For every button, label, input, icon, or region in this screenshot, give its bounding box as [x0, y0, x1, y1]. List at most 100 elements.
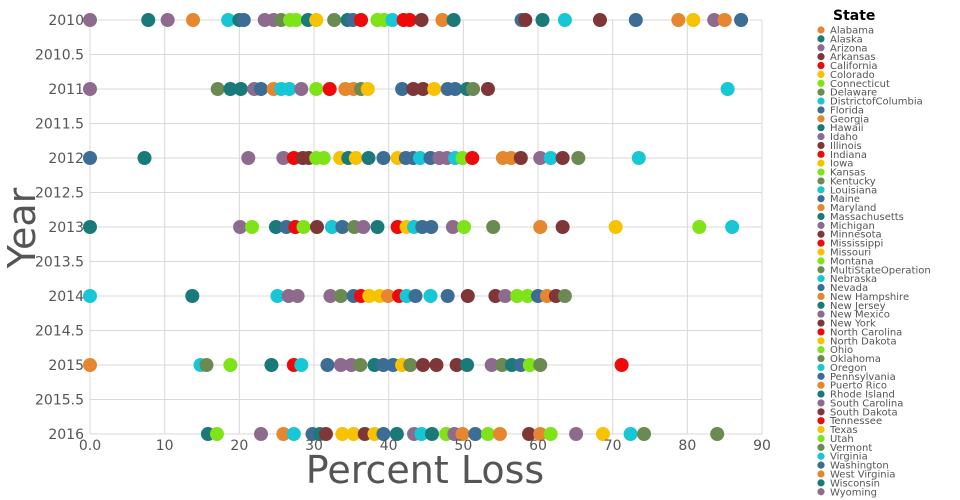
legend-swatch [817, 221, 825, 229]
data-point-2016 [318, 427, 333, 441]
data-point-2014 [290, 289, 305, 303]
x-tick-label: 20 [230, 438, 248, 454]
y-tick-label: 2015 [48, 358, 84, 374]
data-point-2016 [424, 427, 439, 441]
data-point-2016 [414, 427, 429, 441]
legend-swatch [817, 204, 825, 212]
data-point-2015 [353, 358, 368, 372]
legend-label: Tennessee [829, 416, 882, 427]
data-point-2014 [498, 289, 513, 303]
legend-swatch [817, 337, 825, 345]
legend-label: Maryland [830, 203, 876, 214]
legend-swatch [817, 239, 825, 247]
y-tick-label: 2014 [48, 289, 84, 305]
y-axis-ticks: 2010 2010.5 2011 2011.5 2012 2012.5 2013 2013.5… [35, 13, 84, 443]
data-point-2015 [495, 358, 510, 372]
data-point-2016 [569, 427, 584, 441]
legend-swatch [817, 124, 825, 132]
data-point-2011 [294, 82, 309, 96]
data-point-2016 [522, 427, 537, 441]
legend-swatch [817, 470, 825, 478]
legend-label: Kentucky [830, 176, 876, 187]
data-point-2010 [141, 13, 156, 27]
data-point-2012 [513, 151, 528, 165]
data-point-2011 [210, 82, 225, 96]
data-point-2011 [427, 82, 442, 96]
legend-label: Montana [830, 256, 874, 267]
legend-label: Texas [829, 425, 858, 436]
legend-swatch [817, 115, 825, 123]
legend-swatch [817, 44, 825, 52]
data-point-2011 [309, 82, 324, 96]
data-point-2014 [423, 289, 438, 303]
data-point-2013 [356, 220, 371, 234]
legend-swatch [817, 408, 825, 416]
legend-label: Indiana [830, 150, 867, 161]
legend-label: North Carolina [830, 327, 902, 338]
data-point-2013 [424, 220, 439, 234]
legend: State AlabamaAlaskaArizonaArkansasCalifo… [817, 8, 931, 498]
data-point-2011 [448, 82, 463, 96]
legend-label: Oklahoma [830, 354, 881, 365]
y-tick-label: 2012 [48, 151, 84, 167]
data-point-2016 [492, 427, 507, 441]
legend-swatch [817, 97, 825, 105]
data-point-2015 [522, 358, 537, 372]
legend-label: Alaska [830, 34, 863, 45]
data-point-2015 [460, 358, 475, 372]
legend-label: Kansas [830, 168, 865, 179]
y-tick-label: 2013 [48, 220, 84, 236]
legend-label: Rhode Island [830, 390, 895, 401]
data-point-2015 [416, 358, 431, 372]
y-tick-label: 2015.5 [35, 393, 84, 409]
data-point-2010 [671, 13, 686, 27]
legend-label: New Mexico [830, 310, 890, 321]
data-point-2015 [376, 358, 391, 372]
data-point-2012 [543, 151, 558, 165]
data-point-2013 [457, 220, 472, 234]
data-point-2013 [608, 220, 623, 234]
data-point-2010 [435, 13, 450, 27]
legend-label: South Carolina [830, 398, 903, 409]
legend-swatch [817, 177, 825, 185]
legend-title: State [833, 8, 875, 24]
legend-swatch [817, 292, 825, 300]
legend-swatch [817, 88, 825, 96]
legend-swatch [817, 301, 825, 309]
data-point-2011 [253, 82, 268, 96]
data-point-2016 [389, 427, 404, 441]
legend-swatch [817, 26, 825, 34]
data-point-2010 [354, 13, 369, 27]
x-tick-label: 0.0 [79, 438, 101, 454]
data-point-2011 [480, 82, 495, 96]
legend-swatch [817, 372, 825, 380]
data-point-2016 [357, 427, 372, 441]
data-point-2013 [555, 220, 570, 234]
legend-label: Pennsylvania [830, 372, 896, 383]
legend-swatch [817, 488, 825, 496]
x-tick-label: 10 [156, 438, 174, 454]
data-point-2012 [83, 151, 97, 165]
data-point-2012 [241, 151, 256, 165]
legend-label: Minnesota [830, 230, 882, 241]
data-point-2011 [406, 82, 421, 96]
legend-label: Hawaii [830, 123, 864, 134]
legend-swatch [817, 310, 825, 318]
x-axis-ticks: 0.0 10 20 30 40 50 60 70 80 90 [79, 438, 771, 454]
data-point-2010 [707, 13, 722, 27]
legend-swatch [817, 212, 825, 221]
data-point-2010 [414, 13, 429, 27]
data-point-2015 [403, 358, 418, 372]
x-tick-label: 90 [753, 438, 771, 454]
data-point-2012 [631, 151, 646, 165]
data-point-2015 [449, 358, 464, 372]
x-axis-title: Percent Loss [306, 448, 544, 492]
data-point-2011 [83, 82, 97, 96]
data-point-2012 [316, 151, 331, 165]
data-point-2013 [245, 220, 260, 234]
data-point-2011 [360, 82, 375, 96]
legend-swatch [817, 354, 825, 363]
legend-label: Massachusetts [830, 212, 904, 223]
legend-swatch [817, 399, 825, 407]
data-point-2011 [322, 82, 337, 96]
